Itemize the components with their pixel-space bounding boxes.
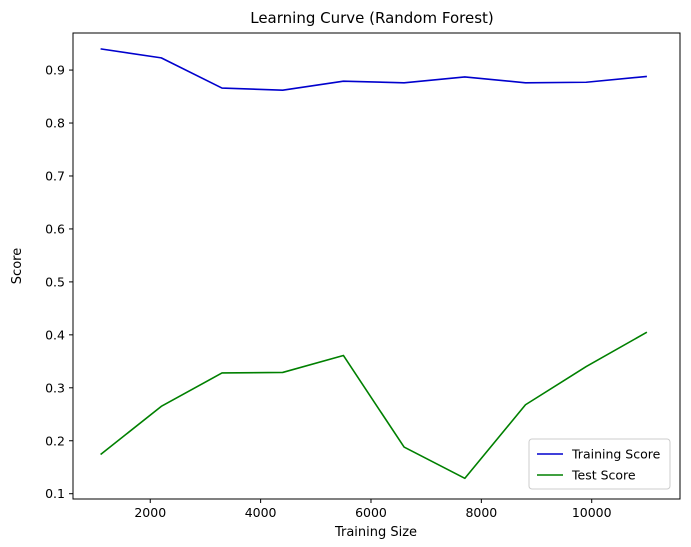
plot-frame [72,32,681,500]
y-tick-label: 0.5 [45,274,65,289]
y-tick-label: 0.6 [45,221,65,236]
y-tick-label: 0.4 [45,327,65,342]
series-line-test-score [100,331,648,480]
legend-entry: Test Score [571,468,636,483]
x-axis-label: Training Size [334,525,417,540]
series-line-training-score [100,48,647,91]
legend-entry: Training Score [571,447,661,462]
legend-box [528,438,671,490]
x-tick-label: 2000 [134,505,166,520]
x-tick-label: 4000 [245,505,277,520]
y-axis-label: Score [10,248,25,284]
y-tick-label: 0.1 [45,486,65,501]
chart-title: Learning Curve (Random Forest) [250,9,494,27]
y-tick-label: 0.8 [45,116,65,131]
x-tick-label: 8000 [465,505,497,520]
y-tick-label: 0.3 [45,380,65,395]
x-tick-label: 10000 [572,505,612,520]
plot-area [100,48,648,480]
legend: Training Score Test Score [528,438,671,490]
x-tick-label: 6000 [355,505,387,520]
y-tick-label: 0.9 [45,63,65,78]
y-tick-label: 0.2 [45,433,65,448]
y-tick-label: 0.7 [45,168,65,183]
